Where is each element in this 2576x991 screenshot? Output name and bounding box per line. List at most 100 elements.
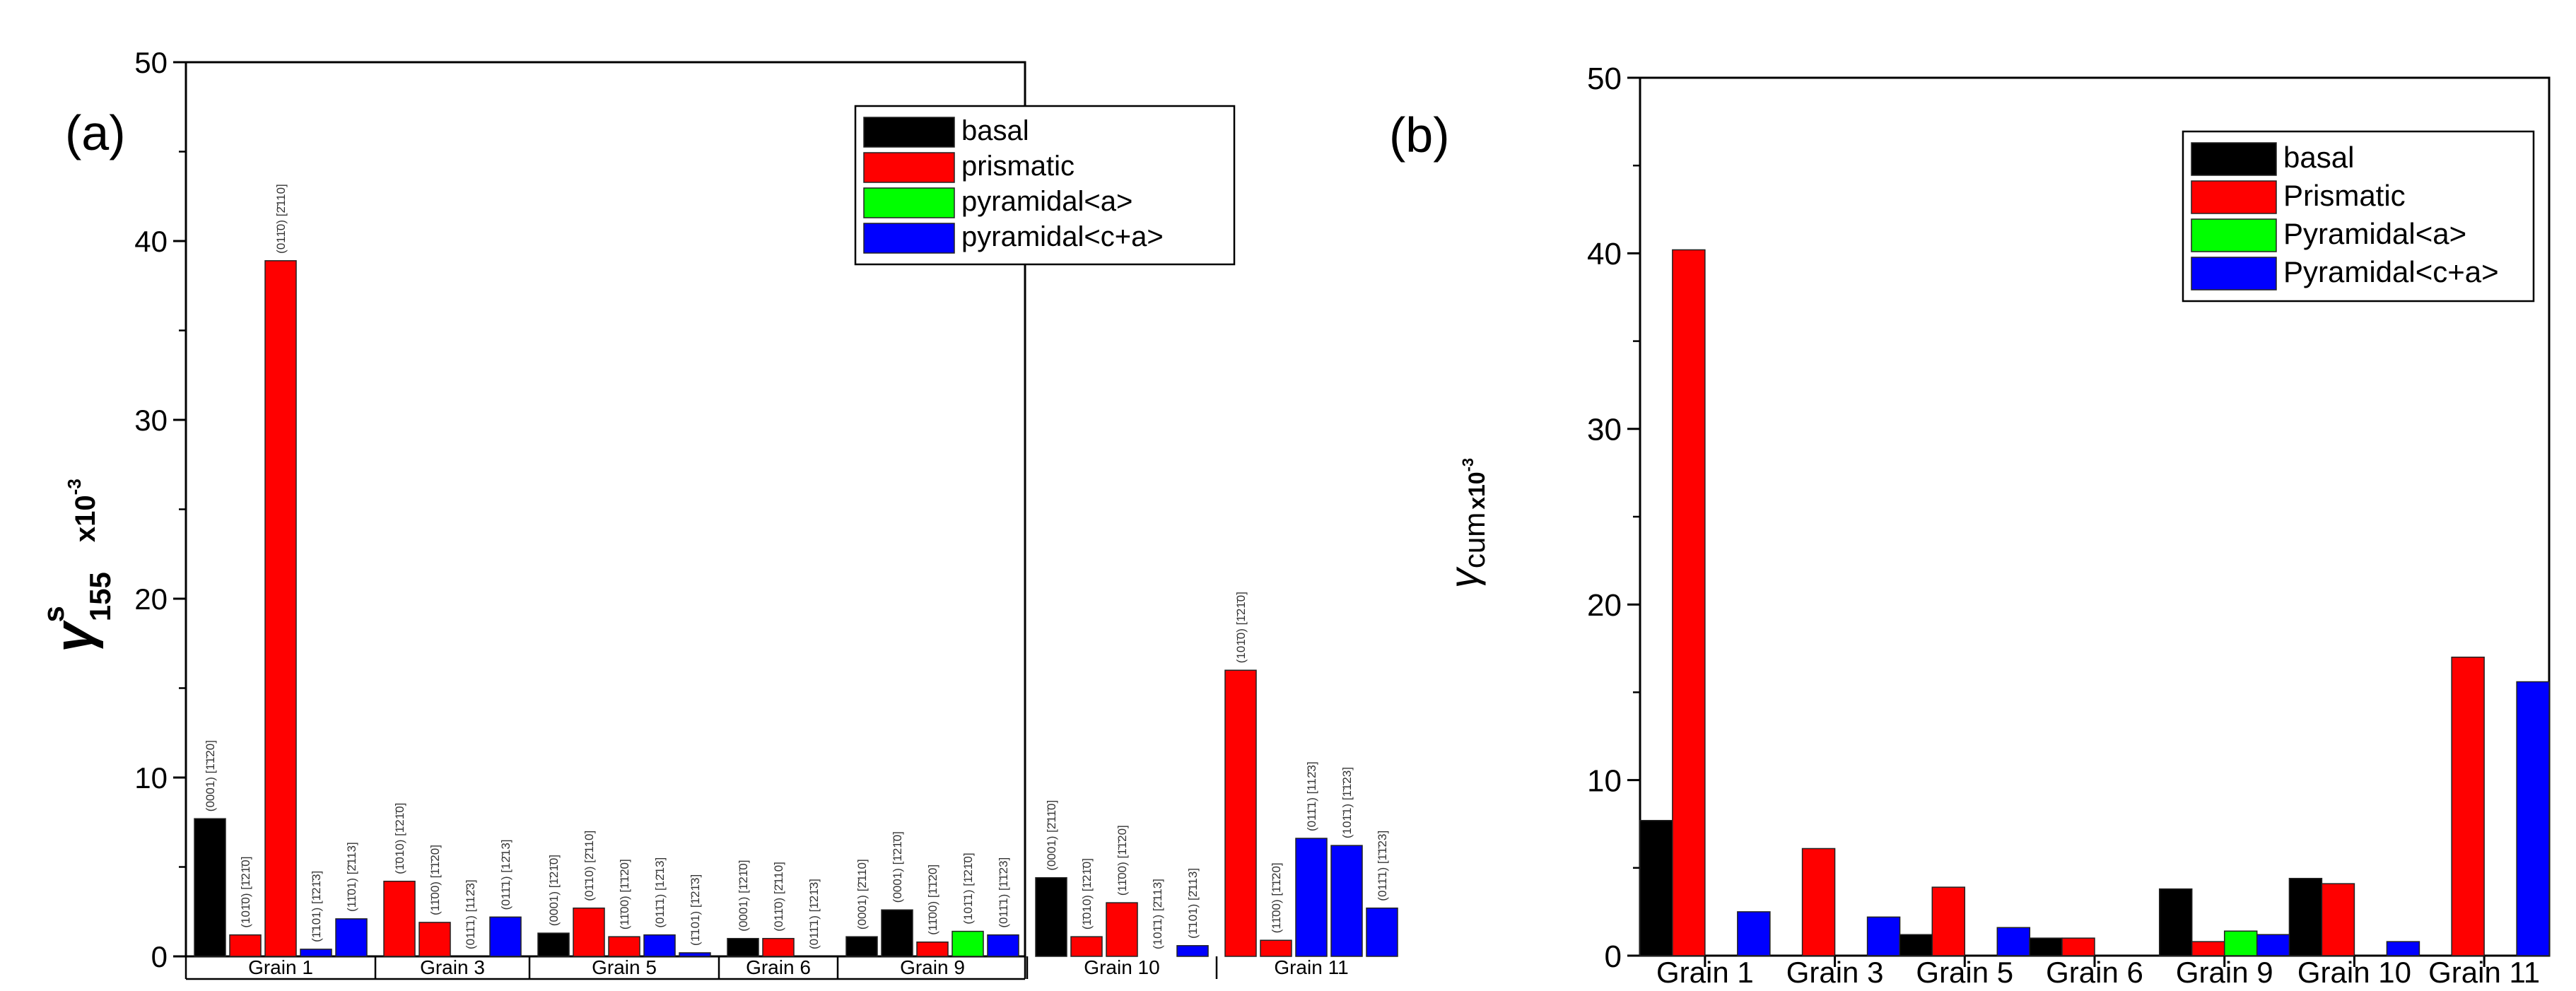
y-axis-subscript: cum [1458, 512, 1491, 568]
y-tick-label: 0 [1605, 939, 1622, 974]
slip-system-label: (0001) [1̄21̄0] [547, 855, 561, 926]
bar-prismatic [229, 934, 262, 957]
y-axis-symbol: γ [44, 620, 104, 652]
y-axis-multiplier: x10 [1464, 471, 1489, 509]
bar-pyramidalca [1996, 927, 2031, 956]
y-tick-label: 20 [134, 582, 168, 616]
y-tick-label: 20 [1587, 588, 1622, 623]
slip-system-label: (11̄01) [2̄113] [345, 842, 358, 912]
bar-pyramidalca [1295, 838, 1328, 957]
panel-a: (a) γs 155 x10-3 0 10 20 30 40 50 (0001) [1̄1̄20… [37, 46, 1398, 980]
y-axis-superscript: s [37, 606, 70, 622]
bar-prismatic [1931, 886, 1966, 956]
y-axis-multiplier-exponent: -3 [64, 479, 85, 495]
bar-pyramidalca [335, 918, 368, 957]
slip-system-label: (11̄00) [1̄1̄20] [926, 864, 939, 935]
bar-basal [727, 937, 759, 957]
legend-label: Pyramidal<c+a> [2283, 255, 2499, 288]
bar-pyramidalca [2256, 934, 2290, 956]
panel-b-label: (b) [1389, 107, 1450, 163]
y-tick-label: 0 [151, 940, 168, 973]
y-axis-symbol: γ [1441, 566, 1486, 588]
legend-label: prismatic [961, 151, 1075, 182]
bar-prismatic [608, 936, 640, 957]
panel-a-y-axis-label: γs 155 x10-3 [37, 479, 117, 652]
y-axis-subscript: 155 [83, 572, 117, 621]
legend-label: pyramidal<a> [961, 186, 1132, 217]
y-tick-label: 50 [1587, 61, 1622, 96]
slip-system-label: (011̄1) [112̄3] [464, 879, 477, 949]
bar-basal [2158, 888, 2193, 956]
slip-system-label: (1̄101) [1̄21̄3] [689, 874, 702, 946]
legend-swatch [863, 187, 955, 218]
slip-system-label: (0001) [1̄1̄20] [204, 740, 217, 811]
grain-category-label: Grain 6 [746, 956, 811, 978]
slip-system-label: (011̄1) [12̄13] [499, 839, 513, 910]
legend-label: pyramidal<c+a> [961, 221, 1164, 252]
grain-category-label: Grain 11 [1274, 956, 1348, 978]
y-tick-label: 30 [134, 404, 168, 437]
bar-basal [1899, 934, 1933, 956]
legend-label: Prismatic [2283, 179, 2406, 212]
bar-prismatic [2321, 883, 2355, 956]
legend-swatch [2191, 180, 2277, 214]
bar-basal [881, 909, 913, 957]
bar-pyramidalca [1366, 907, 1398, 957]
slip-system-label: (101̄1) [1̄1̄23] [1340, 767, 1354, 838]
bar-pyramidalca [1737, 911, 1771, 956]
x-tick-label: Grain 1 [1656, 956, 1754, 989]
bar-basal [537, 932, 570, 957]
x-tick-label: Grain 10 [2297, 956, 2411, 989]
bar-prismatic [916, 942, 949, 957]
slip-system-label: (101̄1) [1̄21̄0] [961, 852, 975, 924]
bar-prismatic [2191, 941, 2225, 956]
y-axis-multiplier-exponent: -3 [1459, 458, 1477, 472]
slip-system-label: (1̄101) [2̄113] [1186, 868, 1200, 939]
x-tick-label: Grain 9 [2176, 956, 2273, 989]
slip-system-label: (1̄010) [1̄21̄0] [1080, 858, 1094, 930]
slip-system-label: (11̄00) [1̄1̄20] [1116, 825, 1129, 896]
bar-prismatic [418, 922, 451, 957]
bar-pyramidala [2223, 930, 2258, 956]
bar-prismatic [264, 260, 297, 957]
bar-basal [845, 936, 878, 957]
bar-pyramidala [952, 930, 984, 957]
y-tick-label: 40 [1587, 237, 1622, 271]
bar-prismatic [1801, 848, 1836, 956]
slip-system-label: (011̄1) [1̄1̄23] [1376, 831, 1389, 901]
panel-b-y-axis-label: γcum x10-3 [1441, 458, 1491, 588]
slip-system-label: (101̄0) [1̄21̄0] [1234, 592, 1248, 663]
slip-system-label: (11̄00) [1̄1̄20] [428, 845, 442, 915]
legend-label: Pyramidal<a> [2283, 217, 2466, 250]
bar-pyramidalca [2386, 941, 2420, 956]
bar-basal [2288, 877, 2323, 956]
slip-system-label: (011̄0) [2̄110] [274, 184, 288, 254]
legend-swatch [2191, 142, 2277, 176]
slip-system-label: (101̄0) [1̄21̄0] [239, 856, 252, 927]
x-tick-label: Grain 11 [2428, 956, 2540, 989]
legend-label: basal [961, 115, 1029, 146]
bar-prismatic [383, 880, 416, 957]
bar-pyramidalca [987, 934, 1019, 957]
grain-category-label: Grain 5 [592, 956, 657, 978]
slip-system-label: (011̄1) [112̄3] [1305, 761, 1318, 831]
y-axis-multiplier: x10 [70, 495, 101, 542]
bar-pyramidalca [1330, 845, 1363, 957]
slip-system-label: (011̄1) [1̄1̄23] [997, 857, 1010, 928]
bar-basal [194, 818, 226, 957]
bar-pyramidalca [643, 934, 676, 957]
slip-system-label: (01̄10) [2̄110] [582, 831, 596, 901]
bar-prismatic [762, 937, 795, 957]
y-tick-label: 10 [1587, 763, 1622, 798]
legend-swatch [863, 152, 955, 183]
bar-prismatic [1260, 939, 1292, 957]
slip-system-label: (1̄101) [1̄21̄3] [310, 871, 323, 942]
bar-pyramidalca [489, 916, 522, 957]
bar-prismatic [1224, 669, 1257, 957]
bar-pyramidalca [679, 952, 711, 957]
slip-system-label: (011̄1) [1̄21̄3] [807, 879, 821, 949]
grain-category-label: Grain 3 [420, 956, 485, 978]
